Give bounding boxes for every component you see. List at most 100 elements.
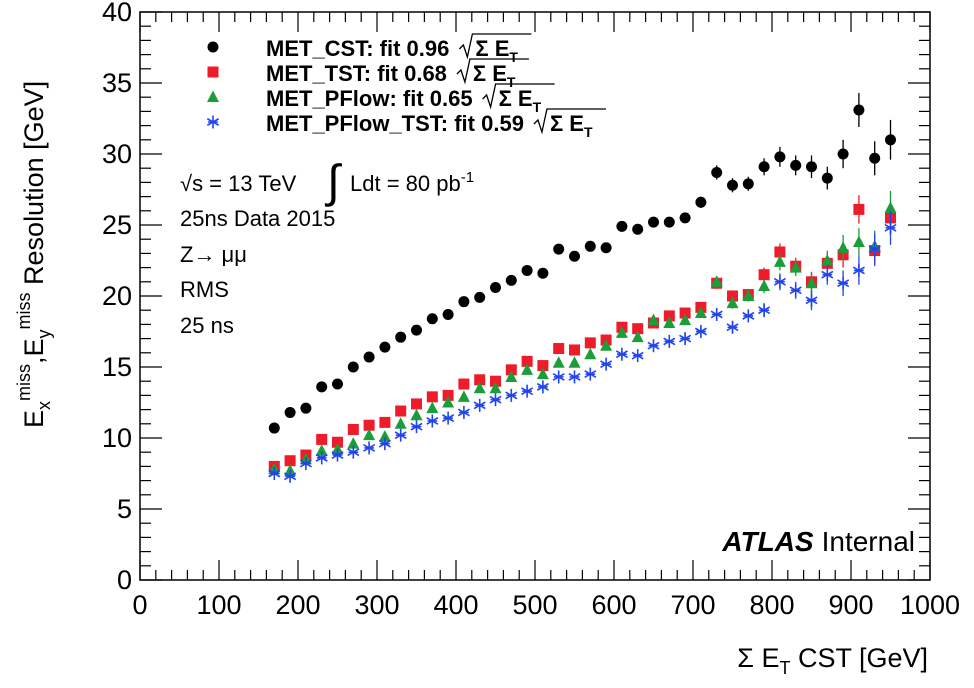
- data-point: [315, 451, 328, 465]
- x-tick-label: 400: [433, 590, 478, 620]
- x-tick-label: 900: [828, 590, 873, 620]
- data-point: [584, 347, 597, 360]
- data-point: [426, 401, 439, 414]
- data-point: [773, 255, 786, 267]
- data-point: [426, 313, 438, 325]
- data-point: [411, 324, 422, 336]
- data-point: [663, 310, 675, 322]
- data-point: [363, 351, 375, 363]
- data-point: [363, 419, 375, 431]
- legend-label: MET_PFlow_TST: fit 0.59: [266, 111, 524, 136]
- x-tick-label: 0: [132, 590, 147, 620]
- annotations: √s = 13 TeV ∫ Ldt = 80 pb-1 25ns Data 20…: [180, 155, 915, 557]
- y-tick-label: 0: [117, 565, 132, 595]
- y-axis-label: Exmiss,Eymiss Resolution [GeV]: [14, 81, 54, 428]
- data-point: [536, 380, 549, 394]
- data-point: [521, 363, 534, 375]
- data-point: [284, 406, 296, 418]
- data-point: [363, 441, 376, 455]
- data-point: [569, 344, 580, 356]
- data-point: [694, 306, 707, 319]
- data-point: [426, 391, 438, 403]
- data-point: [316, 381, 328, 393]
- data-point: [584, 240, 596, 252]
- x-tick-label: 600: [591, 590, 636, 620]
- data-point: [537, 267, 549, 279]
- data-point: [300, 402, 312, 414]
- data-point: [347, 437, 360, 449]
- data-point: [426, 414, 439, 428]
- data-point: [569, 250, 580, 262]
- data-point: [758, 279, 771, 292]
- data-point: [537, 360, 549, 372]
- data-point: [837, 276, 850, 290]
- data-point: [742, 289, 755, 301]
- data-point: [853, 203, 865, 215]
- data-point: [773, 275, 786, 289]
- data-point: [457, 390, 470, 402]
- legend-sum-et: Σ ET: [473, 61, 516, 90]
- data-point: [268, 467, 281, 480]
- data-point: [632, 323, 644, 335]
- data-point: [631, 349, 644, 363]
- data-point: [552, 370, 565, 384]
- data-point: [710, 275, 723, 287]
- x-tick-label: 300: [354, 590, 399, 620]
- data-point: [378, 430, 391, 442]
- data-point: [789, 283, 802, 297]
- data-point: [411, 398, 422, 410]
- data-point: [774, 151, 786, 163]
- data-point: [631, 330, 644, 343]
- data-point: [869, 152, 881, 164]
- legend-marker: [207, 66, 219, 78]
- data-point: [885, 134, 896, 146]
- data-point: [758, 303, 771, 317]
- legend-label: MET_TST: fit 0.68: [266, 61, 447, 86]
- data-point: [616, 220, 628, 232]
- data-point: [473, 381, 486, 394]
- data-point: [789, 261, 802, 273]
- data-point: [568, 356, 581, 368]
- data-point: [679, 313, 692, 326]
- data-point: [694, 325, 707, 338]
- data-point: [442, 389, 454, 401]
- data-point: [821, 172, 833, 184]
- data-point: [315, 444, 328, 456]
- y-tick-label: 5: [117, 494, 132, 524]
- data-point: [711, 166, 723, 178]
- sqrt-sign: [533, 108, 606, 135]
- x-tick-label: 500: [512, 590, 557, 620]
- data-point: [695, 196, 707, 208]
- data-point: [584, 367, 597, 381]
- data-point: [474, 374, 486, 386]
- data-point: [632, 223, 644, 235]
- annotation-bunch: 25 ns: [180, 313, 234, 338]
- annotation-method: RMS: [180, 277, 229, 302]
- x-axis-label: Σ ET CST [GeV]: [737, 643, 928, 678]
- data-point: [647, 339, 660, 353]
- integral-sign: ∫: [324, 155, 342, 207]
- legend-sum-et: Σ ET: [550, 111, 593, 140]
- data-point: [474, 291, 486, 303]
- data-point: [790, 159, 802, 171]
- sqrt-sign: [482, 83, 555, 110]
- legend-marker: [206, 115, 220, 129]
- data-point: [742, 178, 754, 190]
- annotation-sqrt-s: √s = 13 TeV: [180, 171, 297, 196]
- data-point: [663, 216, 675, 228]
- data-point: [505, 274, 517, 286]
- x-tick-labels: 0 100 200 300 400 500 600 700 800 900 1000: [132, 590, 960, 620]
- data-point: [316, 433, 328, 445]
- data-point: [442, 308, 454, 320]
- data-point: [727, 290, 738, 302]
- sqrt-sign: [458, 33, 532, 60]
- data-point: [679, 212, 691, 224]
- x-tick-label: 1000: [900, 590, 960, 620]
- data-point: [332, 378, 343, 390]
- data-point: [331, 448, 344, 462]
- data-point: [379, 416, 391, 428]
- y-tick-label: 25: [102, 210, 132, 240]
- data-point: [442, 411, 455, 425]
- data-point: [394, 417, 407, 429]
